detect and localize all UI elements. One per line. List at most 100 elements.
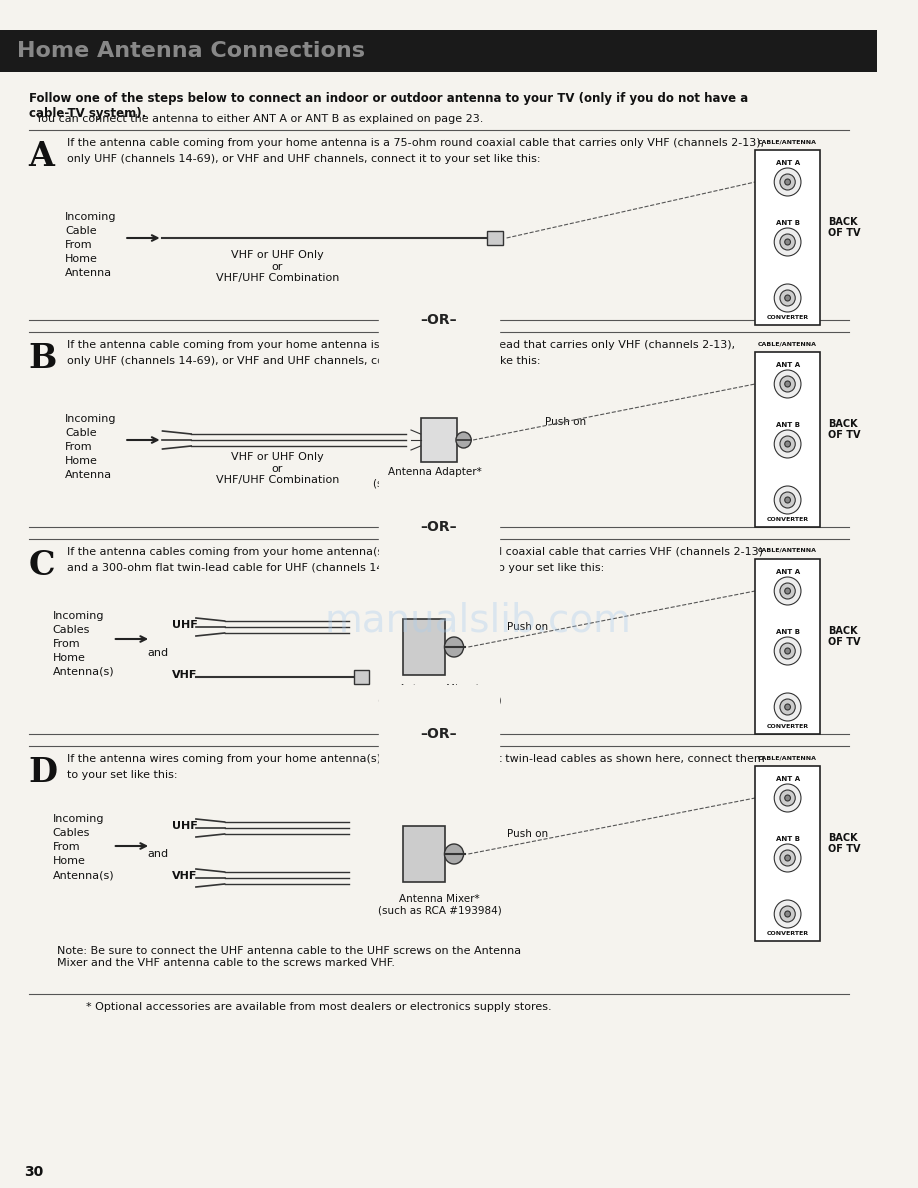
Text: Push on: Push on: [507, 623, 548, 632]
Circle shape: [774, 284, 801, 312]
Text: and: and: [147, 849, 168, 859]
Text: ANT A: ANT A: [776, 776, 800, 782]
Bar: [756, 766, 820, 941]
Text: Antenna Adapter*
(such as RCA #193983): Antenna Adapter* (such as RCA #193983): [373, 467, 497, 488]
Text: –OR–: –OR–: [420, 312, 457, 327]
Text: A: A: [28, 140, 54, 173]
Text: CONVERTER: CONVERTER: [767, 517, 809, 522]
Text: Home Antenna Connections: Home Antenna Connections: [17, 42, 365, 61]
Text: –OR–: –OR–: [420, 520, 457, 533]
Circle shape: [785, 704, 790, 710]
Text: UHF: UHF: [172, 620, 197, 630]
Text: Incoming
Cable
From
Home
Antenna: Incoming Cable From Home Antenna: [65, 413, 117, 480]
Circle shape: [774, 577, 801, 605]
Text: B: B: [28, 342, 57, 375]
Text: CABLE/ANTENNA: CABLE/ANTENNA: [758, 548, 817, 552]
Text: to your set like this:: to your set like this:: [67, 770, 177, 781]
Circle shape: [780, 234, 795, 249]
Text: CABLE/ANTENNA: CABLE/ANTENNA: [758, 341, 817, 346]
Circle shape: [774, 486, 801, 514]
Circle shape: [780, 849, 795, 866]
Circle shape: [774, 901, 801, 928]
Circle shape: [780, 906, 795, 922]
Text: manualslib.com: manualslib.com: [324, 601, 632, 639]
Circle shape: [780, 173, 795, 190]
Circle shape: [774, 369, 801, 398]
Bar: [487, 230, 503, 245]
Text: –OR–: –OR–: [420, 727, 457, 741]
Text: BACK
OF TV: BACK OF TV: [828, 833, 860, 854]
Circle shape: [774, 784, 801, 813]
Text: Push on: Push on: [507, 829, 548, 839]
Text: BACK
OF TV: BACK OF TV: [828, 216, 860, 239]
Text: ANT A: ANT A: [776, 569, 800, 575]
Circle shape: [785, 855, 790, 861]
Text: ANT B: ANT B: [776, 422, 800, 428]
Circle shape: [785, 497, 790, 503]
Circle shape: [780, 436, 795, 451]
Text: BACK
OF TV: BACK OF TV: [828, 418, 860, 441]
Text: VHF: VHF: [172, 871, 197, 881]
Circle shape: [780, 699, 795, 715]
Bar: [756, 352, 820, 527]
Circle shape: [785, 381, 790, 387]
Text: Note: Be sure to connect the UHF antenna cable to the UHF screws on the Antenna
: Note: Be sure to connect the UHF antenna…: [57, 946, 521, 967]
Text: ANT B: ANT B: [776, 220, 800, 226]
Bar: [756, 150, 820, 326]
Text: Antenna Mixer*
(such as RCA #193984): Antenna Mixer* (such as RCA #193984): [378, 895, 501, 916]
Text: * Optional accessories are available from most dealers or electronics supply sto: * Optional accessories are available fro…: [86, 1001, 552, 1012]
Circle shape: [785, 441, 790, 447]
Circle shape: [785, 239, 790, 245]
Text: Incoming
Cables
From
Home
Antenna(s): Incoming Cables From Home Antenna(s): [52, 814, 114, 880]
Text: C: C: [28, 549, 55, 582]
Text: BACK
OF TV: BACK OF TV: [828, 626, 860, 647]
Circle shape: [774, 693, 801, 721]
Circle shape: [774, 843, 801, 872]
Text: Incoming
Cables
From
Home
Antenna(s): Incoming Cables From Home Antenna(s): [52, 611, 114, 677]
Text: ANT A: ANT A: [776, 160, 800, 166]
Text: CONVERTER: CONVERTER: [767, 315, 809, 320]
Bar: [0, 30, 878, 72]
Circle shape: [780, 583, 795, 599]
Text: CABLE/ANTENNA: CABLE/ANTENNA: [758, 139, 817, 144]
Text: only UHF (channels 14-69), or VHF and UHF channels, connect it to your set like : only UHF (channels 14-69), or VHF and UH…: [67, 356, 541, 366]
Circle shape: [780, 492, 795, 508]
Text: Follow one of the steps below to connect an indoor or outdoor antenna to your TV: Follow one of the steps below to connect…: [28, 91, 748, 120]
Circle shape: [780, 375, 795, 392]
Bar: [403, 826, 445, 881]
Text: CONVERTER: CONVERTER: [767, 723, 809, 729]
Text: CABLE/ANTENNA: CABLE/ANTENNA: [758, 756, 817, 760]
Bar: [420, 418, 457, 462]
Text: Push on: Push on: [544, 417, 586, 426]
Circle shape: [780, 290, 795, 307]
Text: You can connect the antenna to either ANT A or ANT B as explained on page 23.: You can connect the antenna to either AN…: [28, 114, 483, 124]
Circle shape: [780, 643, 795, 659]
Circle shape: [780, 790, 795, 805]
Text: Incoming
Cable
From
Home
Antenna: Incoming Cable From Home Antenna: [65, 211, 117, 278]
Circle shape: [444, 843, 464, 864]
Circle shape: [785, 647, 790, 655]
Circle shape: [774, 168, 801, 196]
Text: and a 300-ohm flat twin-lead cable for UHF (channels 14-69), connect them to you: and a 300-ohm flat twin-lead cable for U…: [67, 563, 604, 573]
Text: VHF or UHF Only
or
VHF/UHF Combination: VHF or UHF Only or VHF/UHF Combination: [216, 451, 339, 485]
Circle shape: [785, 295, 790, 301]
Text: If the antenna cable coming from your home antenna is a 75-ohm round coaxial cab: If the antenna cable coming from your ho…: [67, 138, 764, 148]
Text: If the antenna wires coming from your home antenna(s) are two 300-ohm flat twin-: If the antenna wires coming from your ho…: [67, 754, 765, 764]
Text: ANT B: ANT B: [776, 836, 800, 842]
Circle shape: [456, 432, 471, 448]
Text: 30: 30: [24, 1165, 43, 1178]
Text: CONVERTER: CONVERTER: [767, 931, 809, 936]
Bar: [756, 560, 820, 734]
Text: Antenna Mixer*
(such as RCA #197551): Antenna Mixer* (such as RCA #197551): [378, 684, 501, 706]
Circle shape: [774, 228, 801, 255]
Text: VHF or UHF Only
or
VHF/UHF Combination: VHF or UHF Only or VHF/UHF Combination: [216, 249, 339, 283]
Text: and: and: [147, 647, 168, 658]
Text: If the antenna cable coming from your home antenna is a 300-ohm flat twin lead t: If the antenna cable coming from your ho…: [67, 340, 735, 350]
Circle shape: [774, 430, 801, 459]
Circle shape: [785, 588, 790, 594]
Bar: [403, 619, 445, 675]
Text: ANT B: ANT B: [776, 628, 800, 636]
Bar: [353, 670, 369, 684]
Text: only UHF (channels 14-69), or VHF and UHF channels, connect it to your set like : only UHF (channels 14-69), or VHF and UH…: [67, 154, 541, 164]
Circle shape: [444, 637, 464, 657]
